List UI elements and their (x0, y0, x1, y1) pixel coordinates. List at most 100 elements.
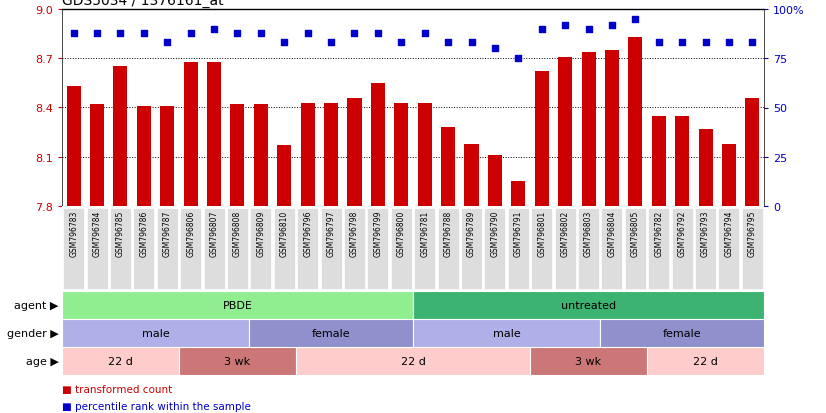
FancyBboxPatch shape (719, 208, 739, 290)
FancyBboxPatch shape (133, 208, 154, 290)
Text: GSM796798: GSM796798 (350, 210, 359, 256)
Bar (183, 62, 197, 206)
Bar (230, 105, 244, 206)
FancyBboxPatch shape (578, 208, 599, 290)
FancyBboxPatch shape (742, 208, 763, 290)
Text: 22 d: 22 d (693, 356, 718, 366)
Text: GSM796803: GSM796803 (584, 210, 593, 256)
Text: GSM796806: GSM796806 (186, 210, 195, 256)
Bar (675, 116, 689, 206)
Bar (207, 62, 221, 206)
Text: GSM796791: GSM796791 (514, 210, 523, 256)
Text: GSM796787: GSM796787 (163, 210, 172, 256)
Bar (324, 103, 338, 206)
Text: 22 d: 22 d (108, 356, 133, 366)
Text: GSM796801: GSM796801 (537, 210, 546, 256)
Bar (394, 103, 408, 206)
Point (418, 30, 431, 37)
Bar (413, 291, 764, 319)
FancyBboxPatch shape (110, 208, 131, 290)
Point (511, 56, 525, 62)
Bar (249, 319, 413, 347)
Point (652, 40, 665, 47)
Point (699, 40, 712, 47)
FancyBboxPatch shape (227, 208, 248, 290)
Bar (160, 107, 174, 206)
Bar (254, 105, 268, 206)
FancyBboxPatch shape (414, 208, 435, 290)
Bar (534, 72, 548, 206)
Point (254, 30, 268, 37)
Point (395, 40, 408, 47)
FancyBboxPatch shape (672, 208, 693, 290)
Bar (647, 347, 764, 375)
Bar (179, 347, 296, 375)
Bar (137, 107, 151, 206)
Text: female: female (662, 328, 701, 338)
FancyBboxPatch shape (273, 208, 295, 290)
Text: GSM796797: GSM796797 (326, 210, 335, 256)
Point (67, 30, 80, 37)
Bar (418, 103, 432, 206)
Point (746, 40, 759, 47)
Point (629, 17, 642, 23)
Bar (278, 146, 292, 206)
Text: GSM796805: GSM796805 (631, 210, 640, 256)
FancyBboxPatch shape (87, 208, 107, 290)
FancyBboxPatch shape (344, 208, 365, 290)
Point (582, 26, 595, 33)
Point (114, 30, 127, 37)
FancyBboxPatch shape (180, 208, 202, 290)
Bar (745, 98, 759, 206)
Text: GSM796790: GSM796790 (491, 210, 500, 256)
Bar (464, 144, 478, 206)
Text: GSM796800: GSM796800 (396, 210, 406, 256)
Point (278, 40, 291, 47)
FancyBboxPatch shape (531, 208, 553, 290)
Bar (413, 319, 601, 347)
Text: GSM796804: GSM796804 (607, 210, 616, 256)
Bar (629, 38, 643, 207)
FancyBboxPatch shape (297, 208, 318, 290)
FancyBboxPatch shape (508, 208, 529, 290)
FancyBboxPatch shape (695, 208, 716, 290)
Text: gender ▶: gender ▶ (7, 328, 59, 338)
Bar (582, 52, 596, 206)
Text: GSM796796: GSM796796 (303, 210, 312, 256)
FancyBboxPatch shape (461, 208, 482, 290)
Bar (605, 51, 619, 206)
Point (301, 30, 314, 37)
FancyBboxPatch shape (391, 208, 412, 290)
Point (348, 30, 361, 37)
FancyBboxPatch shape (484, 208, 506, 290)
Text: GSM796782: GSM796782 (654, 210, 663, 256)
Bar (301, 103, 315, 206)
Bar (113, 67, 127, 206)
Point (465, 40, 478, 47)
Text: GDS5034 / 1376161_at: GDS5034 / 1376161_at (62, 0, 224, 7)
Bar (90, 105, 104, 206)
Bar (530, 347, 647, 375)
Bar (441, 128, 455, 206)
Bar (511, 182, 525, 206)
Point (137, 30, 150, 37)
Text: GSM796788: GSM796788 (444, 210, 453, 256)
Text: GSM796802: GSM796802 (561, 210, 570, 256)
Text: GSM796792: GSM796792 (677, 210, 686, 256)
Bar (62, 291, 413, 319)
FancyBboxPatch shape (320, 208, 342, 290)
Point (207, 26, 221, 33)
Text: age ▶: age ▶ (26, 356, 59, 366)
Text: GSM796799: GSM796799 (373, 210, 382, 256)
Text: GSM796785: GSM796785 (116, 210, 125, 256)
FancyBboxPatch shape (250, 208, 272, 290)
Point (325, 40, 338, 47)
FancyBboxPatch shape (554, 208, 576, 290)
Bar (558, 57, 572, 206)
Bar (488, 156, 502, 206)
Text: 3 wk: 3 wk (576, 356, 601, 366)
Text: GSM796795: GSM796795 (748, 210, 757, 256)
Bar (652, 116, 666, 206)
Point (535, 26, 548, 33)
Bar (371, 84, 385, 206)
